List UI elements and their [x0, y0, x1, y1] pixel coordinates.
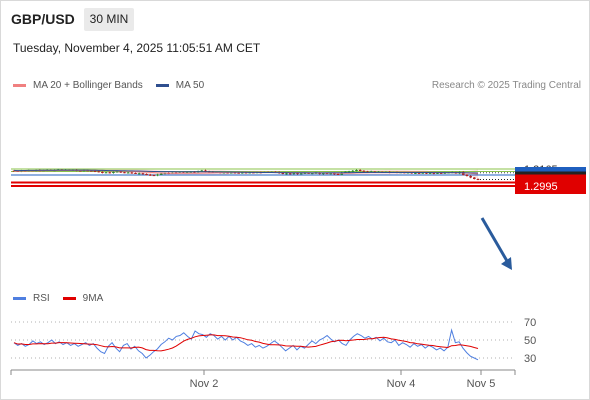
candle — [303, 172, 307, 174]
candle — [200, 170, 204, 172]
rsi-tick-label: 30 — [524, 353, 536, 365]
candle — [134, 173, 137, 174]
candle — [329, 173, 332, 175]
rsi-line — [13, 328, 479, 361]
price-legend: MA 20 + Bollinger Bands MA 50 — [13, 80, 204, 91]
candle — [347, 171, 351, 173]
candle — [204, 170, 207, 172]
x-tick-label: Nov 4 — [387, 378, 416, 390]
candle — [160, 173, 163, 175]
candle — [152, 175, 156, 177]
candle — [130, 172, 134, 174]
candle — [108, 172, 112, 174]
timeframe-button[interactable]: 30 MIN — [84, 8, 134, 31]
support-level-label: 1.2995 — [524, 181, 558, 193]
candle — [296, 173, 299, 175]
symbol-title: GBP/USD — [11, 11, 75, 27]
candle — [229, 172, 233, 174]
candle — [417, 172, 421, 174]
candle — [299, 173, 303, 175]
candle — [252, 172, 255, 174]
candle — [241, 172, 244, 174]
candle — [141, 173, 145, 175]
candle — [414, 172, 417, 174]
candle — [248, 172, 251, 174]
candle — [292, 173, 296, 175]
candle — [362, 170, 366, 172]
candle — [97, 171, 100, 173]
chart-header: GBP/USD 30 MIN — [1, 1, 589, 37]
ma9-swatch — [62, 297, 76, 300]
rsi-tick-label: 50 — [524, 335, 536, 347]
candle — [310, 173, 314, 175]
credit-text: Research © 2025 Trading Central — [431, 80, 581, 91]
candle — [473, 177, 476, 179]
candle — [439, 172, 443, 174]
candle — [425, 172, 428, 174]
candle — [233, 172, 237, 174]
support-label-box — [515, 178, 586, 194]
candle — [476, 179, 480, 180]
rsi-legend: RSI 9MA — [13, 293, 103, 304]
candle — [156, 174, 159, 176]
x-tick-label: Nov 2 — [190, 378, 219, 390]
candle — [288, 173, 292, 175]
candle — [465, 174, 469, 176]
timestamp: Tuesday, November 4, 2025 11:05:51 AM CE… — [13, 41, 261, 55]
candle — [123, 172, 126, 174]
candle — [358, 170, 362, 171]
candle — [115, 171, 119, 173]
candle — [325, 173, 329, 175]
candle — [148, 174, 152, 176]
candle — [322, 173, 325, 175]
candle — [333, 173, 336, 175]
candle — [90, 170, 93, 172]
candle — [469, 176, 472, 178]
rsi-ma9-line — [13, 334, 479, 352]
rsi-legend-label: RSI — [33, 293, 50, 304]
candle — [432, 172, 436, 174]
ma20-swatch — [13, 84, 26, 87]
candle — [436, 172, 439, 174]
forecast-arrow-shaft — [480, 217, 509, 262]
ma20-legend-label: MA 20 + Bollinger Bands — [33, 80, 143, 91]
candle — [281, 173, 285, 174]
forecast-arrow-head — [501, 257, 512, 270]
candle — [355, 170, 358, 171]
candle — [336, 174, 340, 175]
candle — [78, 170, 82, 172]
rsi-tick-label: 70 — [524, 317, 536, 329]
ma9-legend-label: 9MA — [82, 293, 104, 304]
candle — [119, 171, 123, 173]
candle — [307, 172, 310, 174]
candle — [237, 172, 240, 174]
rsi-swatch — [13, 297, 26, 300]
candle — [126, 172, 130, 174]
candle — [145, 174, 148, 175]
candle — [421, 172, 425, 174]
candle — [104, 172, 108, 174]
candle — [285, 173, 288, 175]
candle — [137, 173, 141, 175]
candle — [112, 172, 115, 173]
ma50-swatch — [155, 84, 169, 87]
candle — [428, 172, 432, 174]
candle — [185, 172, 189, 174]
x-tick-label: Nov 5 — [467, 378, 496, 390]
ma50-line — [13, 169, 479, 174]
candle — [93, 170, 97, 172]
candle — [443, 172, 447, 174]
ma50-legend-label: MA 50 — [175, 80, 205, 91]
candle — [244, 172, 248, 174]
candle — [101, 172, 104, 173]
candle — [351, 170, 355, 172]
